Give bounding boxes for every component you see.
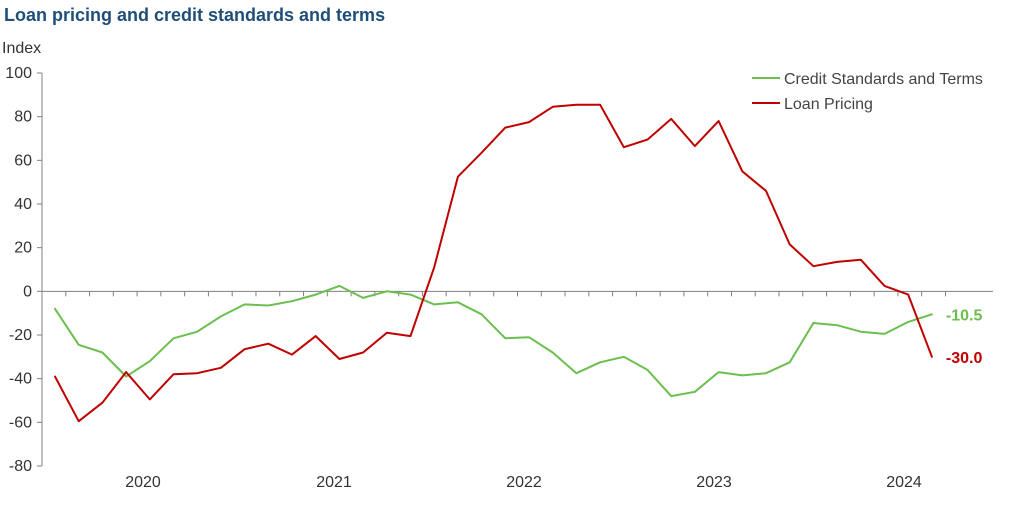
end-labels: -10.5 -30.0	[946, 307, 983, 367]
x-tick-label: 2021	[316, 474, 352, 491]
y-tick-label: 20	[14, 240, 32, 257]
y-tick-label: -40	[9, 371, 32, 388]
y-tick-label: 80	[14, 109, 32, 126]
legend-entry: Credit Standards and Terms	[784, 71, 983, 88]
end-value-label: -10.5	[946, 307, 983, 324]
end-value-label: -30.0	[946, 350, 983, 367]
x-tick-label: 2023	[696, 474, 732, 491]
y-tick-label: -80	[9, 458, 32, 475]
x-tick-label: 2024	[886, 474, 922, 491]
y-tick-label: -20	[9, 327, 32, 344]
y-tick-label: 40	[14, 196, 32, 213]
axes: Index 100 80 60 40 20 0 -20 -40 -60 -80 2020 2021 202…	[2, 40, 993, 491]
legend: Credit Standards and Terms Loan Pricing	[752, 71, 983, 113]
y-tick-label: 0	[23, 283, 32, 300]
chart-title: Loan pricing and credit standards and te…	[4, 5, 386, 25]
y-axis-label: Index	[2, 40, 41, 57]
legend-entry: Loan Pricing	[784, 96, 873, 113]
series-layer	[54, 103, 933, 423]
x-tick-label: 2020	[125, 474, 161, 491]
series-line-credit-standards	[54, 284, 933, 398]
series-line-loan-pricing	[54, 103, 933, 423]
y-tick-label: -60	[9, 414, 32, 431]
y-tick-label: 60	[14, 152, 32, 169]
x-tick-label: 2022	[506, 474, 542, 491]
y-tick-label: 100	[5, 65, 32, 82]
